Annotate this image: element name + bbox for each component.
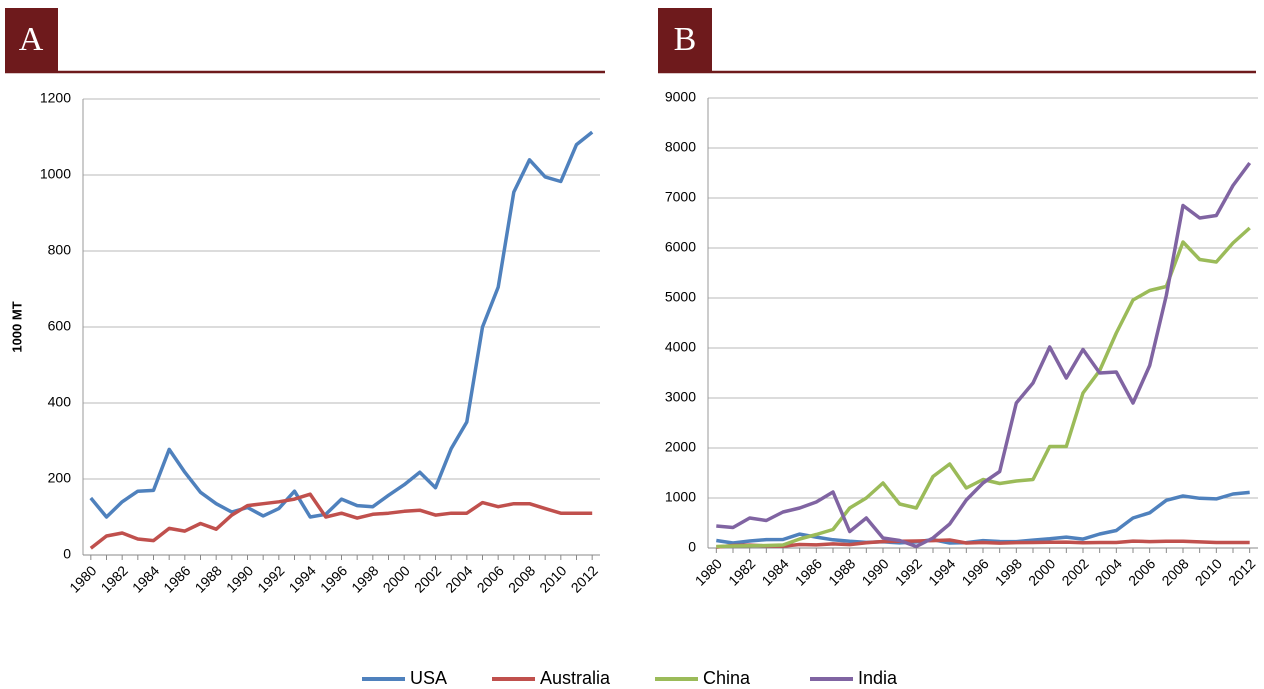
panel-label: A <box>19 21 44 58</box>
series-line <box>716 226 1251 549</box>
series-line <box>89 492 593 550</box>
x-tick-label: 1982 <box>725 555 758 588</box>
y-tick-label: 4000 <box>665 339 696 355</box>
y-tick-label: 0 <box>63 546 71 562</box>
x-tick-label: 1980 <box>66 562 99 595</box>
x-tick-label: 2010 <box>1192 555 1225 588</box>
y-tick-label: 8000 <box>665 139 696 155</box>
x-tick-label: 1992 <box>892 555 925 588</box>
series-line <box>89 130 594 519</box>
legend-label: India <box>858 668 898 688</box>
legend-label: USA <box>410 668 447 688</box>
x-tick-label: 1992 <box>254 562 287 595</box>
x-tick-label: 2002 <box>411 562 444 595</box>
series-line <box>716 490 1250 545</box>
x-tick-label: 1984 <box>758 555 791 588</box>
y-tick-label: 400 <box>48 394 72 410</box>
y-axis-label: 1000 MT <box>9 301 24 352</box>
x-tick-label: 1998 <box>992 555 1025 588</box>
panel-label: B <box>674 21 697 58</box>
x-tick-label: 1986 <box>792 555 825 588</box>
y-tick-label: 3000 <box>665 389 696 405</box>
x-tick-label: 2006 <box>474 562 507 595</box>
x-tick-label: 1980 <box>692 555 725 588</box>
y-tick-label: 1000 <box>40 166 71 182</box>
x-tick-label: 2004 <box>1092 555 1125 588</box>
series-line <box>716 538 1250 549</box>
x-tick-label: 1988 <box>192 562 225 595</box>
x-tick-label: 1998 <box>348 562 381 595</box>
x-tick-label: 1988 <box>825 555 858 588</box>
x-tick-label: 2002 <box>1058 555 1091 588</box>
x-tick-label: 1984 <box>129 562 162 595</box>
x-tick-label: 1990 <box>223 562 256 595</box>
y-tick-label: 7000 <box>665 189 696 205</box>
x-tick-label: 1986 <box>160 562 193 595</box>
y-tick-label: 5000 <box>665 289 696 305</box>
y-tick-label: 2000 <box>665 439 696 455</box>
x-tick-label: 2000 <box>380 562 413 595</box>
x-tick-label: 2000 <box>1025 555 1058 588</box>
x-tick-label: 1990 <box>858 555 891 588</box>
y-tick-label: 600 <box>48 318 72 334</box>
x-tick-label: 1996 <box>958 555 991 588</box>
x-tick-label: 1994 <box>925 555 958 588</box>
x-tick-label: 1982 <box>98 562 131 595</box>
y-tick-label: 200 <box>48 470 72 486</box>
x-tick-label: 2004 <box>442 562 475 595</box>
x-tick-label: 2006 <box>1125 555 1158 588</box>
y-tick-label: 0 <box>688 539 696 555</box>
y-tick-label: 1000 <box>665 489 696 505</box>
legend-label: Australia <box>540 668 611 688</box>
legend-label: China <box>703 668 751 688</box>
x-tick-label: 2008 <box>505 562 538 595</box>
y-tick-label: 6000 <box>665 239 696 255</box>
panel-box <box>5 8 58 71</box>
x-tick-label: 1994 <box>286 562 319 595</box>
x-tick-label: 2012 <box>568 562 601 595</box>
y-tick-label: 9000 <box>665 89 696 105</box>
x-tick-label: 2008 <box>1158 555 1191 588</box>
y-tick-label: 1200 <box>40 90 71 106</box>
x-tick-label: 2012 <box>1225 555 1258 588</box>
series-line <box>716 161 1252 549</box>
y-tick-label: 800 <box>48 242 72 258</box>
x-tick-label: 2010 <box>536 562 569 595</box>
panel-box <box>658 8 712 71</box>
x-tick-label: 1996 <box>317 562 350 595</box>
